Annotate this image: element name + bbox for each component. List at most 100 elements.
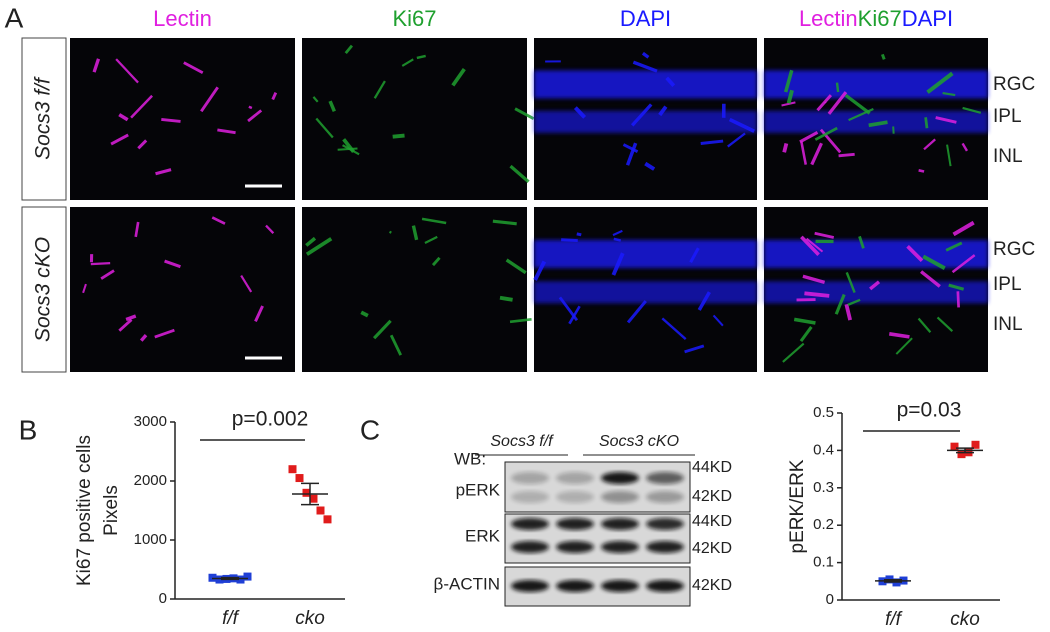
blot-group: Socs3 cKO (599, 433, 679, 450)
blot-band (511, 541, 549, 553)
blot-band (556, 491, 594, 503)
vessel (612, 229, 623, 237)
vessel (700, 139, 724, 145)
vessel (845, 272, 856, 294)
vessel (626, 300, 647, 324)
vessel (492, 219, 517, 226)
vessel (240, 275, 253, 293)
p-value: p=0.03 (897, 399, 962, 422)
vessel (110, 133, 129, 146)
layer-label: RGC (993, 74, 1035, 95)
layer-label: INL (993, 314, 1023, 335)
blot-band (601, 491, 639, 503)
vessel (305, 236, 317, 247)
size-marker: 44KD (692, 513, 732, 530)
vessel (922, 254, 946, 270)
micrograph (533, 207, 757, 372)
data-point (323, 515, 332, 524)
vessel (658, 105, 668, 117)
vessel (697, 291, 711, 311)
vessel (844, 303, 852, 321)
vessel (945, 241, 963, 252)
y-tick-label: 1000 (134, 531, 167, 548)
row-label: Socs3 cKO (32, 237, 55, 342)
vessel (305, 237, 333, 256)
micrograph-bg (70, 207, 295, 372)
blot-band (646, 580, 684, 592)
vessel (641, 51, 650, 59)
nuclear-band (534, 281, 757, 304)
vessel (814, 126, 838, 141)
vessel (847, 298, 861, 306)
row-label-box (21, 37, 67, 201)
vessel (134, 221, 140, 238)
vessel (344, 44, 354, 55)
vessel (810, 142, 823, 166)
vessel (799, 326, 813, 343)
vessel (372, 319, 392, 340)
vessel (499, 295, 513, 302)
vessel (573, 106, 587, 119)
blot-group: Socs3 f/f (490, 433, 554, 450)
y-tick-label: 0.5 (813, 404, 834, 421)
vessel (942, 92, 956, 97)
vessel (533, 260, 547, 281)
vessel (844, 94, 871, 115)
vessel (906, 244, 924, 263)
vessel (411, 225, 419, 241)
vessel (342, 144, 360, 156)
vessel (834, 293, 846, 315)
vessel (782, 342, 805, 363)
vessel (920, 270, 941, 288)
vessel (728, 117, 755, 133)
vessel (783, 69, 794, 93)
vessel (665, 76, 676, 87)
data-point (295, 474, 304, 483)
vessel (392, 133, 405, 139)
vessel (869, 280, 881, 291)
layer-label: IPL (993, 274, 1022, 295)
vessel (804, 291, 830, 298)
blot-row-label: ERK (465, 526, 501, 545)
vessel (247, 109, 263, 123)
vessel (118, 113, 129, 122)
vessel (558, 296, 579, 322)
micrograph (302, 38, 535, 200)
y-axis-label: Pixels (101, 485, 122, 536)
vessel (561, 238, 578, 243)
vessel (125, 314, 137, 322)
nuclear-band (534, 70, 757, 99)
vessel (948, 283, 965, 291)
vessel (576, 232, 582, 237)
micrograph-bg (302, 38, 527, 200)
vessel (315, 117, 334, 139)
blot-strip (504, 566, 691, 607)
vessel (800, 235, 820, 256)
vessel (712, 314, 724, 327)
merged-part: Lectin (799, 6, 858, 31)
vessel (684, 344, 705, 354)
vessel (164, 259, 181, 269)
vessel (248, 105, 253, 110)
blot-band (601, 472, 639, 484)
wb-label: WB: (454, 449, 486, 468)
vessel (373, 80, 386, 99)
vessel (858, 235, 865, 249)
vessel (661, 317, 687, 341)
micrograph (534, 38, 757, 200)
blot-band (511, 491, 549, 503)
vessel (917, 317, 932, 333)
vessel (946, 144, 952, 167)
vessel (802, 274, 826, 284)
vessel (90, 262, 111, 266)
vessel (625, 142, 638, 166)
blot-band (646, 541, 684, 553)
vessel (360, 310, 369, 318)
nuclear-band (534, 110, 757, 133)
vessel (961, 142, 969, 152)
data-point (302, 488, 311, 497)
micrograph-bg (70, 38, 295, 200)
vessel (137, 139, 148, 150)
vessel (416, 54, 426, 60)
